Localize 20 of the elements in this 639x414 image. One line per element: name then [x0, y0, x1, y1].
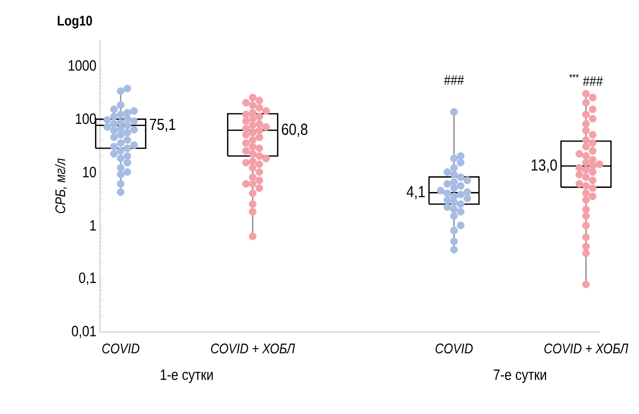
y-tick-label: 100 — [76, 113, 96, 124]
y-tick-label: 0,1 — [79, 272, 96, 285]
annotation: 4,1 — [406, 186, 425, 200]
annotation: ### — [444, 75, 464, 85]
y-tick-label: 1 — [90, 220, 96, 231]
x-tick-label: 7-е сутки — [494, 370, 546, 383]
x-tick-label: 1-е сутки — [160, 370, 213, 383]
text: COVID — [102, 344, 140, 354]
annotation: 75,1 — [150, 118, 176, 132]
y-tick-label: 1000 — [68, 60, 96, 71]
annotation: 13,0 — [532, 159, 557, 173]
annotation: $^{***}$ ### — [569, 74, 603, 86]
y-tick-label: 0,01 — [72, 326, 96, 338]
text: COVID + ХОБЛ — [211, 344, 295, 354]
text: Log10 — [58, 16, 92, 28]
y-axis-title: СРБ, мг/л — [54, 158, 67, 214]
text: COVID + ХОБЛ — [544, 344, 628, 354]
text: COVID — [436, 344, 473, 354]
y-tick-label: 10 — [83, 166, 96, 178]
annotation: 60,8 — [282, 124, 308, 137]
